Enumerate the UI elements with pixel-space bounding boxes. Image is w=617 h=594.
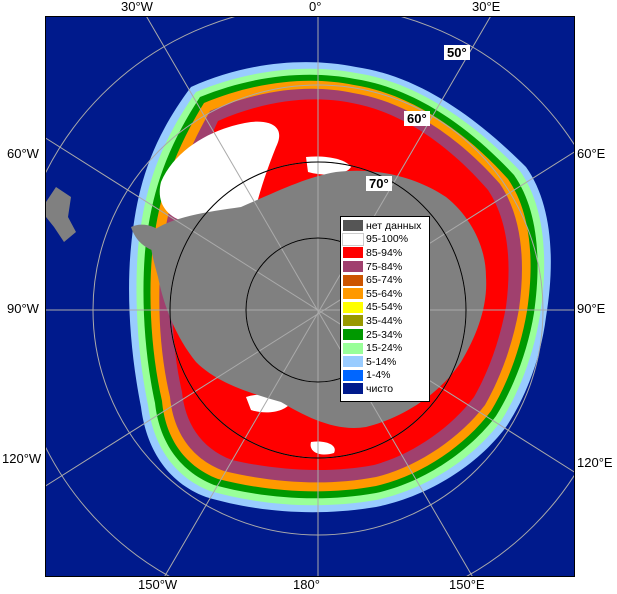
lon-label-150e: 150°E <box>449 577 485 592</box>
legend-item: 95-100% <box>342 232 427 247</box>
legend-item: нет данных <box>343 219 427 233</box>
legend-swatch <box>343 329 363 341</box>
lat-label-70: 70° <box>366 176 392 191</box>
legend-item: 85-94% <box>343 246 427 260</box>
legend-label: 95-100% <box>366 233 409 246</box>
legend-label: 1-4% <box>366 369 391 382</box>
legend: нет данных 95-100% 85-94% 75-84% 65-74% 55-64… <box>340 216 430 402</box>
lat-label-50: 50° <box>444 45 470 60</box>
legend-label: 15-24% <box>366 342 403 355</box>
legend-item: 75-84% <box>343 260 427 274</box>
legend-item: 35-44% <box>343 314 427 328</box>
map-frame <box>45 16 575 577</box>
legend-swatch <box>343 288 363 300</box>
lon-label-60e: 60°E <box>577 146 606 161</box>
ice-95-100-ross2 <box>310 441 335 455</box>
lon-label-120w: 120°W <box>2 451 42 466</box>
legend-swatch <box>343 220 363 232</box>
legend-swatch <box>343 261 363 273</box>
lon-label-0: 0° <box>309 0 322 14</box>
legend-item: 65-74% <box>343 273 427 287</box>
legend-swatch <box>343 342 363 354</box>
legend-label: 75-84% <box>366 260 403 273</box>
legend-label: 45-54% <box>366 301 403 314</box>
ice-95-100-weddell <box>159 121 280 222</box>
lon-label-60w: 60°W <box>7 146 39 161</box>
south-america-land <box>46 187 76 242</box>
ice-95-100-east <box>306 156 351 175</box>
lat-label-60: 60° <box>404 111 430 126</box>
legend-item: 25-34% <box>343 328 427 342</box>
legend-swatch <box>343 356 363 368</box>
legend-label: чисто <box>366 382 394 395</box>
legend-label: 5-14% <box>366 355 397 368</box>
legend-item: 1-4% <box>343 369 427 383</box>
lon-label-120e: 120°E <box>577 455 613 470</box>
legend-swatch <box>343 369 363 381</box>
legend-swatch <box>343 274 363 286</box>
lon-label-30e: 30°E <box>472 0 501 14</box>
legend-item: чисто <box>343 382 427 396</box>
legend-label: 55-64% <box>366 287 403 300</box>
legend-label: 35-44% <box>366 314 403 327</box>
lon-label-150w: 150°W <box>138 577 178 592</box>
legend-swatch <box>343 301 363 313</box>
legend-item: 55-64% <box>343 287 427 301</box>
lon-label-180: 180° <box>293 577 320 592</box>
legend-swatch <box>343 247 363 259</box>
legend-swatch <box>343 383 363 395</box>
sea-ice-map <box>46 17 574 576</box>
legend-item: 5-14% <box>343 355 427 369</box>
legend-label: 85-94% <box>366 246 403 259</box>
legend-swatch <box>343 315 363 327</box>
lon-label-90w: 90°W <box>7 301 39 316</box>
legend-swatch <box>342 232 364 246</box>
legend-label: 25-34% <box>366 328 403 341</box>
legend-label: 65-74% <box>366 274 403 287</box>
legend-label: нет данных <box>366 219 422 232</box>
lon-label-30w: 30°W <box>121 0 153 14</box>
antarctic-peninsula <box>131 224 164 252</box>
legend-item: 45-54% <box>343 301 427 315</box>
lon-label-90e: 90°E <box>577 301 606 316</box>
legend-item: 15-24% <box>343 341 427 355</box>
